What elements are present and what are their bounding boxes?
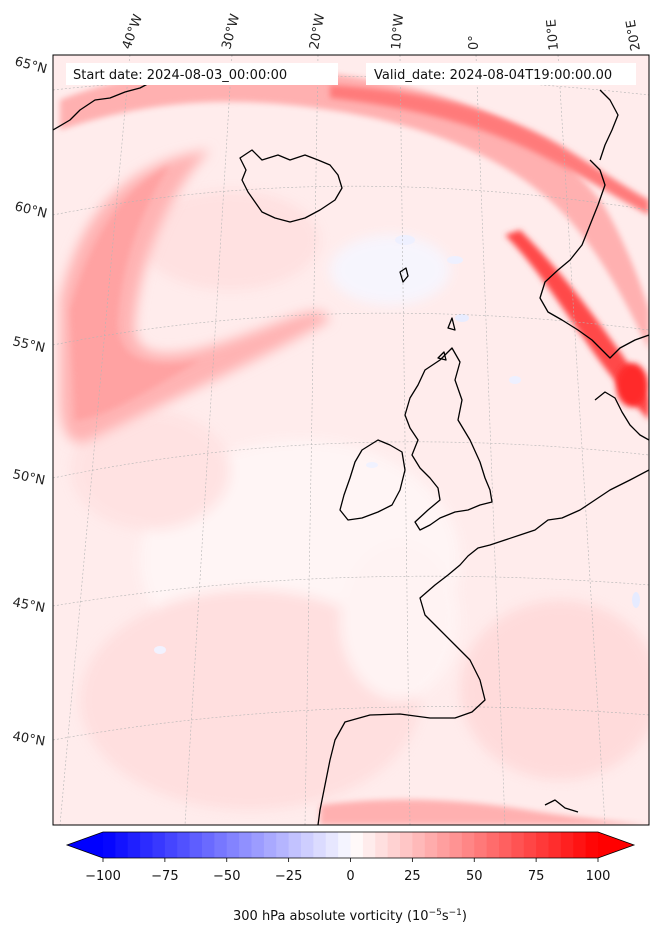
colorbar-segment bbox=[350, 832, 364, 858]
colorbar-low-extension bbox=[67, 832, 103, 858]
colorbar-segment bbox=[251, 832, 265, 858]
colorbar-segment bbox=[412, 832, 426, 858]
scandinavia-north-coast bbox=[599, 89, 619, 161]
colorbar-tick-label: 25 bbox=[404, 869, 421, 884]
continent-coast bbox=[317, 469, 649, 825]
colorbar-tick-label: −75 bbox=[151, 869, 178, 884]
colorbar-segment bbox=[263, 832, 277, 858]
northern-jet-band bbox=[60, 68, 649, 351]
colorbar-segment bbox=[499, 832, 512, 858]
colorbar-segment bbox=[511, 832, 525, 858]
colorbar-high-extension bbox=[598, 832, 634, 858]
shetland-orkney bbox=[437, 317, 456, 361]
longitude-label-0: 0° bbox=[467, 35, 482, 50]
latitude-labels: 65°N 60°N 55°N 50°N 45°N 40°N bbox=[11, 54, 48, 749]
colorbar-tick-label: 75 bbox=[528, 869, 545, 884]
colorbar-segment bbox=[338, 832, 352, 858]
longitude-label-30w: 30°W bbox=[219, 12, 243, 51]
great-britain-coast bbox=[404, 347, 493, 531]
colorbar-segment bbox=[214, 832, 228, 858]
ireland-coast bbox=[339, 439, 406, 521]
colorbar-segment bbox=[474, 832, 488, 858]
graticule bbox=[53, 55, 649, 825]
colorbar-tick-label: −50 bbox=[213, 869, 240, 884]
colorbar-segment bbox=[140, 832, 154, 858]
colorbar-segment bbox=[449, 832, 463, 858]
colorbar-segment bbox=[536, 832, 550, 858]
colorbar-segment bbox=[548, 832, 562, 858]
longitude-label-10w: 10°W bbox=[389, 13, 407, 50]
colorbar-tick-label: −25 bbox=[275, 869, 302, 884]
longitude-label-40w: 40°W bbox=[120, 12, 146, 51]
faroe-coast bbox=[399, 267, 409, 283]
latitude-label-55n: 55°N bbox=[11, 334, 46, 356]
colorbar-segment bbox=[325, 832, 339, 858]
longitude-label-10e: 10°E bbox=[544, 19, 562, 51]
latitude-label-50n: 50°N bbox=[11, 467, 46, 488]
colorbar-tick-label: 100 bbox=[586, 869, 611, 884]
colorbar-segment bbox=[523, 832, 537, 858]
colorbar-segment bbox=[103, 832, 116, 858]
colorbar-segment bbox=[189, 832, 203, 858]
denmark-coast bbox=[594, 391, 649, 441]
colorbar-segments bbox=[103, 832, 599, 858]
colorbar-segment bbox=[177, 832, 191, 858]
colorbar-segment bbox=[400, 832, 413, 858]
colorbar-ticks: −100 −75 −50 −25 0 25 50 75 100 bbox=[85, 858, 610, 884]
colorbar-segment bbox=[313, 832, 327, 858]
colorbar-segment bbox=[486, 832, 500, 858]
colorbar-segment bbox=[152, 832, 166, 858]
latitude-label-45n: 45°N bbox=[11, 595, 46, 616]
iceland-coast bbox=[239, 149, 343, 223]
colorbar-segment bbox=[387, 832, 401, 858]
colorbar-segment bbox=[362, 832, 376, 858]
scandinavia-jet-max bbox=[505, 230, 649, 420]
colorbar-segment bbox=[301, 832, 314, 858]
latitude-label-60n: 60°N bbox=[13, 199, 48, 221]
longitude-label-20w: 20°W bbox=[307, 13, 328, 51]
colorbar-segment bbox=[461, 832, 475, 858]
colorbar-segment bbox=[288, 832, 302, 858]
colorbar-segment bbox=[573, 832, 587, 858]
map-frame bbox=[52, 54, 650, 826]
colorbar-segment bbox=[115, 832, 129, 858]
start-date-label: Start date: 2024-08-03_00:00:00 bbox=[73, 68, 287, 83]
colorbar-label: 300 hPa absolute vorticity (10−5s−1) bbox=[233, 908, 467, 924]
colorbar: −100 −75 −50 −25 0 25 50 75 100 300 hPa absolute… bbox=[65, 831, 636, 924]
vorticity-field bbox=[60, 68, 649, 825]
colorbar-tick-label: −100 bbox=[85, 869, 121, 884]
colorbar-segment bbox=[424, 832, 438, 858]
longitude-labels: 40°W 30°W 20°W 10°W 0° 10°E 20°E bbox=[120, 12, 644, 52]
colorbar-tick-label: 50 bbox=[466, 869, 483, 884]
iberia-south-coast bbox=[544, 799, 579, 813]
valid-date-box bbox=[366, 63, 636, 85]
colorbar-segment bbox=[202, 832, 215, 858]
colorbar-segment bbox=[437, 832, 451, 858]
colorbar-segment bbox=[226, 832, 240, 858]
latitude-label-40n: 40°N bbox=[11, 729, 46, 749]
scandinavia-coast bbox=[539, 159, 649, 359]
colorbar-segment bbox=[585, 832, 599, 858]
latitude-label-65n: 65°N bbox=[13, 54, 49, 77]
colorbar-segment bbox=[375, 832, 389, 858]
start-date-box bbox=[66, 63, 338, 85]
valid-date-label: Valid_date: 2024-08-04T19:00:00.00 bbox=[374, 68, 612, 83]
colorbar-segment bbox=[276, 832, 290, 858]
map-panel bbox=[53, 55, 649, 825]
colorbar-segment bbox=[239, 832, 253, 858]
colorbar-segment bbox=[164, 832, 178, 858]
colorbar-segment bbox=[560, 832, 574, 858]
colorbar-segment bbox=[127, 832, 141, 858]
colorbar-tick-label: 0 bbox=[346, 869, 354, 884]
longitude-label-20e: 20°E bbox=[624, 19, 644, 52]
